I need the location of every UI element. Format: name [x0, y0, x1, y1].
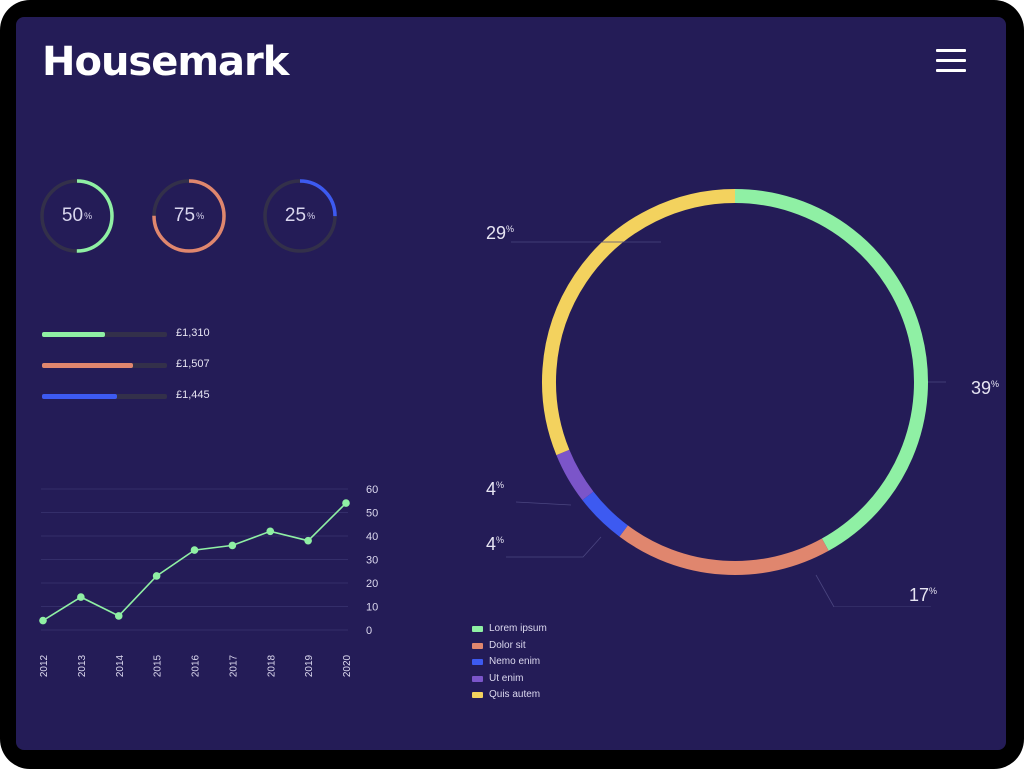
percent-sign: %	[496, 535, 504, 545]
ring-label: 25%	[262, 178, 338, 254]
bar-value: £1,310	[176, 327, 210, 339]
ring-unit: %	[307, 211, 316, 221]
progress-ring-3: 25%	[262, 178, 338, 254]
y-tick-label: 50	[366, 508, 378, 520]
dashboard-screen: Housemark 50% 75%	[16, 17, 1006, 750]
donut-slice	[619, 525, 829, 575]
legend-swatch	[472, 626, 483, 632]
data-point	[228, 541, 237, 550]
donut-chart: 39% 17% 4% 4% 29%	[486, 189, 999, 607]
legend-label: Ut enim	[489, 672, 524, 684]
legend-label: Lorem ipsum	[489, 623, 547, 634]
line-chart: 0 10 20 30 40 50 60 2012 2013 2014 2015 2016 2017 201…	[39, 484, 378, 677]
menu-line	[936, 49, 966, 52]
data-point	[152, 572, 161, 580]
data-point	[39, 616, 47, 625]
ring-unit: %	[84, 211, 93, 221]
ring-unit: %	[196, 211, 205, 221]
y-tick-label: 40	[366, 531, 378, 543]
bar-track	[42, 394, 167, 399]
x-tick-label: 2017	[228, 654, 239, 677]
callout-line	[506, 536, 602, 558]
progress-ring-graphic	[40, 179, 114, 253]
legend-swatch	[472, 642, 483, 649]
x-tick-label: 2014	[115, 654, 126, 677]
bar-fill	[42, 332, 105, 337]
menu-line	[936, 59, 966, 62]
callout-line	[815, 574, 931, 607]
progress-ring-graphic	[152, 179, 226, 253]
progress-ring-1: 50%	[39, 178, 115, 254]
legend-label: Nemo enim	[489, 656, 541, 667]
ring-arc	[152, 179, 226, 253]
bar-value: £1,445	[176, 389, 210, 401]
x-tick-label: 2012	[39, 654, 50, 677]
bar-track	[42, 363, 167, 368]
menu-line	[936, 69, 966, 72]
percent-sign: %	[506, 224, 514, 234]
data-point	[266, 527, 275, 536]
x-tick-label: 2013	[77, 654, 88, 677]
ring-arc	[40, 179, 114, 253]
donut-slice	[556, 449, 594, 501]
data-point	[342, 499, 350, 507]
legend-swatch	[472, 675, 483, 682]
x-tick-label: 2018	[266, 654, 277, 677]
percent-sign: %	[991, 379, 999, 389]
percent-sign: %	[929, 586, 937, 596]
legend-label: Dolor sit	[489, 639, 526, 651]
data-point	[190, 546, 199, 554]
y-tick-label: 20	[366, 578, 378, 590]
percent-sign: %	[496, 480, 504, 490]
ring-label: 50%	[39, 178, 115, 254]
bar-fill	[42, 394, 117, 399]
progress-ring-graphic	[263, 179, 337, 253]
y-tick-label: 0	[366, 625, 372, 637]
donut-slice	[582, 491, 628, 537]
bar-track	[42, 332, 167, 337]
slice-percent-label: 29%	[486, 223, 514, 243]
ring-value: 25	[284, 205, 307, 226]
housemark-logo: Housemark	[42, 39, 289, 85]
ring-label: 75%	[151, 178, 227, 254]
slice-percent-label: 17%	[909, 585, 937, 605]
y-tick-label: 30	[366, 555, 378, 567]
legend-swatch	[472, 659, 483, 665]
series-line	[42, 502, 347, 622]
donut-slice	[734, 189, 928, 551]
bar-fill	[42, 363, 134, 368]
donut-slice	[542, 189, 736, 456]
data-point	[304, 536, 312, 545]
bar-value: £1,507	[176, 358, 210, 370]
y-tick-label: 60	[366, 484, 378, 496]
slice-percent-label: 4%	[486, 479, 504, 499]
legend-label: Quis autem	[489, 689, 541, 700]
ring-arc	[263, 179, 337, 253]
x-tick-label: 2016	[191, 654, 202, 677]
data-point	[114, 612, 123, 620]
ring-value: 75	[173, 205, 196, 226]
hamburger-menu-icon[interactable]	[934, 47, 970, 75]
slice-percent-label: 39%	[971, 378, 999, 398]
ring-value: 50	[61, 205, 84, 226]
slice-percent-label: 4%	[486, 534, 504, 554]
x-tick-label: 2019	[304, 654, 315, 677]
progress-ring-2: 75%	[151, 178, 227, 254]
x-tick-label: 2020	[342, 654, 353, 677]
legend-swatch	[472, 692, 483, 698]
data-point	[77, 593, 85, 601]
callout-line	[515, 501, 572, 506]
y-tick-label: 10	[366, 602, 378, 614]
x-tick-label: 2015	[153, 654, 164, 677]
